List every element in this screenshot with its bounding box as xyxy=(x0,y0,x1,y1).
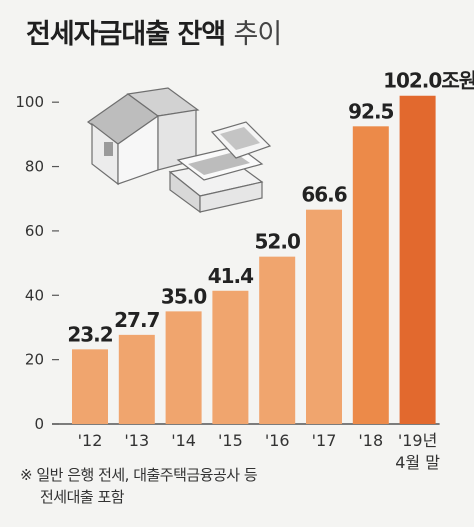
y-tick-label: 100 xyxy=(15,93,44,111)
chart-title-bold: 전세자금대출 잔액 xyxy=(26,19,226,50)
data-label: 102.0조원 xyxy=(383,69,474,93)
y-axis: 0 20 40 60 80 100 xyxy=(15,93,440,433)
y-tick-label: 0 xyxy=(34,415,44,433)
x-tick-label: '18 xyxy=(358,431,383,450)
x-tick-label: '19년 xyxy=(398,431,437,450)
footnote-line-2: 전세대출 포함 xyxy=(40,488,125,506)
bar xyxy=(259,256,296,424)
house-and-money-illustration xyxy=(86,87,272,214)
bar xyxy=(306,209,342,424)
data-label: 27.7 xyxy=(114,308,159,332)
bar xyxy=(165,311,202,424)
bar xyxy=(399,95,436,424)
bar xyxy=(72,349,108,424)
x-tick-label: '12 xyxy=(78,431,103,450)
y-tick-label: 80 xyxy=(25,158,44,176)
footnote-line-1: ※ 일반 은행 전세, 대출주택금융공사 등 xyxy=(20,466,258,484)
bar xyxy=(212,290,249,424)
x-tick-label: '16 xyxy=(265,431,290,450)
data-label: 66.6 xyxy=(301,183,346,207)
chart-title: 전세자금대출 잔액 추이 xyxy=(26,12,283,51)
data-label: 35.0 xyxy=(161,284,206,308)
chart-title-light: 추이 xyxy=(233,19,283,50)
x-tick-label: 4월 말 xyxy=(395,453,440,472)
x-tick-label: '14 xyxy=(171,431,196,450)
bar xyxy=(352,126,389,425)
data-label: 92.5 xyxy=(348,99,393,123)
x-tick-label: '15 xyxy=(218,431,243,450)
data-label: 52.0 xyxy=(255,230,300,254)
y-tick-label: 20 xyxy=(25,351,44,369)
data-label: 23.2 xyxy=(67,322,112,346)
x-tick-label: '13 xyxy=(124,431,149,450)
x-tick-label: '17 xyxy=(312,431,337,450)
bars: 23.2 '12 27.7 '13 35.0 '14 41.4 '15 52.0 '16 66.6 '… xyxy=(67,69,474,472)
y-tick-label: 60 xyxy=(25,222,44,240)
y-tick-label: 40 xyxy=(25,286,44,304)
data-label: 41.4 xyxy=(208,264,253,288)
bar xyxy=(118,334,155,424)
